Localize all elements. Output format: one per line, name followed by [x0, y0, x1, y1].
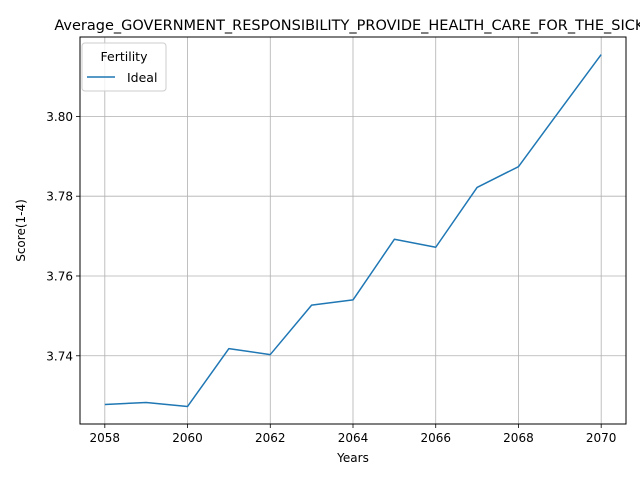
y-tick-label: 3.74 [46, 349, 73, 363]
legend-label-ideal: Ideal [127, 70, 157, 85]
x-tick-label: 2058 [90, 431, 121, 445]
x-tick-label: 2068 [503, 431, 534, 445]
series-layer [104, 54, 602, 408]
grid [80, 37, 626, 424]
x-tick-label: 2060 [172, 431, 203, 445]
x-axis-label: Years [336, 451, 369, 465]
y-axis-label: Score(1-4) [14, 199, 28, 262]
x-tick-label: 2066 [420, 431, 451, 445]
x-tick-label: 2062 [255, 431, 286, 445]
axis-ticks: 2058 2060 2062 2064 2066 2068 2070 3.74 3.76 3.78… [46, 110, 616, 445]
chart-title: Average_GOVERNMENT_RESPONSIBILITY_PROVID… [54, 18, 640, 34]
series-line-ideal [104, 54, 602, 408]
y-tick-label: 3.76 [46, 269, 73, 283]
y-tick-label: 3.78 [46, 190, 73, 204]
x-tick-label: 2070 [586, 431, 617, 445]
legend: Fertility Ideal [81, 42, 167, 92]
x-tick-label: 2064 [338, 431, 369, 445]
legend-title: Fertility [101, 49, 149, 64]
y-tick-label: 3.80 [46, 110, 73, 124]
legend-box [81, 42, 167, 92]
